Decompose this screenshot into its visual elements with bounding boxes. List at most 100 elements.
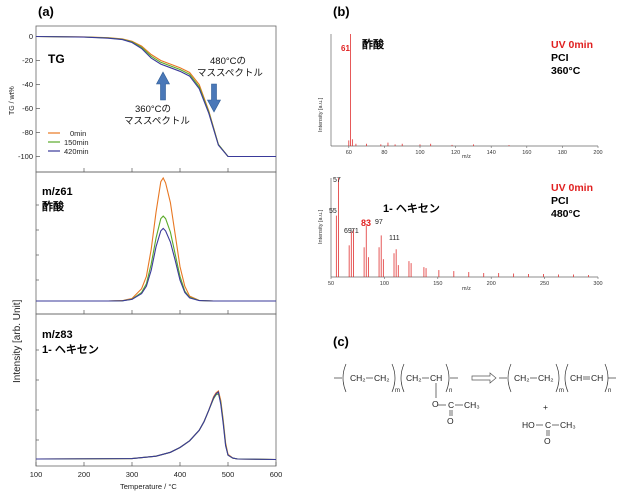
panel-label-a: (a) bbox=[38, 4, 54, 19]
tg-ytick-label: -80 bbox=[22, 128, 33, 137]
ms360-xlabel: m/z bbox=[462, 154, 471, 160]
ms360-xtick-label: 120 bbox=[451, 150, 460, 156]
chem-right-ch-b: CH bbox=[591, 373, 603, 383]
chem-right-n: n bbox=[608, 388, 611, 394]
annotation-480-line1: 480°Cの bbox=[210, 56, 246, 67]
ms480-peak-71: 71 bbox=[351, 228, 359, 235]
tg-ytick-label: -100 bbox=[18, 152, 33, 161]
ms360-xtick-label: 200 bbox=[593, 150, 602, 156]
tg-legend: 0min 150min 420min bbox=[48, 129, 89, 156]
annotation-480-line2: マススペクトル bbox=[197, 68, 263, 79]
ms360-xtick-label: 160 bbox=[522, 150, 531, 156]
ms360-peak-61: 61 bbox=[341, 44, 350, 53]
mz83-title: m/z83 bbox=[42, 329, 73, 341]
ms480-xtick-label: 150 bbox=[433, 281, 442, 287]
ms480-peak-57: 57 bbox=[333, 177, 341, 184]
chem-right-o: O bbox=[544, 436, 551, 446]
chem-left-ch2-c: CH₂ bbox=[406, 373, 422, 383]
ms360-uv-label: UV 0min bbox=[551, 39, 593, 51]
panel-a-frames bbox=[35, 25, 277, 467]
legend-150min: 150min bbox=[64, 138, 89, 147]
ms480-peak-83: 83 bbox=[361, 218, 371, 228]
chem-left-ch3: CH₃ bbox=[464, 400, 480, 410]
mass-spectrum-480: 50 100 150 200 250 300 bbox=[328, 178, 603, 287]
chem-left-o2: O bbox=[447, 416, 454, 426]
tg-annotations: 360°Cの マススペクトル 480°Cの マススペクトル bbox=[124, 56, 263, 127]
chem-left-n: n bbox=[449, 388, 452, 394]
ms360-temp-label: 360°C bbox=[551, 65, 581, 77]
mz83-xtick-label: 600 bbox=[270, 470, 283, 479]
tg-title: TG bbox=[48, 52, 65, 66]
ms360-xtick-label: 180 bbox=[558, 150, 567, 156]
mz61-plot bbox=[36, 176, 276, 314]
chem-right-m: m bbox=[559, 388, 564, 394]
reaction-arrow-icon bbox=[471, 372, 497, 384]
mz61-line-150min bbox=[36, 215, 276, 302]
ms360-xtick-label: 80 bbox=[381, 150, 387, 156]
chem-left-o: O bbox=[432, 399, 439, 409]
mz61-line-0min bbox=[36, 176, 276, 302]
mz83-subtitle: 1- ヘキセン bbox=[42, 343, 99, 356]
ms480-uv-label: UV 0min bbox=[551, 182, 593, 194]
ms480-xtick-label: 300 bbox=[593, 281, 602, 287]
intensity-ylabel: Intensity [arb. Unit] bbox=[12, 299, 23, 383]
tg-ytick-label: -60 bbox=[22, 104, 33, 113]
ms480-ylabel: Intensity [a.u.] bbox=[318, 209, 324, 244]
ms480-xtick-label: 100 bbox=[380, 281, 389, 287]
ms360-pci-label: PCI bbox=[551, 52, 569, 64]
chem-right-ch2-b: CH₂ bbox=[538, 373, 554, 383]
chem-right-ch3: CH₃ bbox=[560, 420, 576, 430]
mz83-line-150min bbox=[35, 393, 277, 461]
chem-left-ch2-b: CH₂ bbox=[374, 373, 390, 383]
chem-right-ch-a: CH bbox=[570, 373, 582, 383]
reaction-scheme: CH₂ CH₂ m CH₂ CH n O C CH₃ O CH₂ CH₂ m C… bbox=[334, 363, 616, 446]
mz83-xtick-label: 500 bbox=[222, 470, 235, 479]
ms480-peak-97: 97 bbox=[375, 219, 383, 226]
tg-ylabel: TG / wt% bbox=[9, 86, 16, 115]
mz61-subtitle: 酢酸 bbox=[42, 199, 65, 213]
mz83-line-420min bbox=[35, 391, 277, 461]
arrow-up-icon bbox=[155, 71, 171, 101]
ms480-temp-label: 480°C bbox=[551, 208, 581, 220]
ms480-peak-55: 55 bbox=[329, 208, 337, 215]
ms480-xtick-label: 200 bbox=[487, 281, 496, 287]
ms480-xtick-label: 50 bbox=[328, 281, 334, 287]
temperature-xlabel: Temperature / °C bbox=[120, 482, 177, 491]
ms360-xtick-label: 60 bbox=[346, 150, 352, 156]
legend-420min: 420min bbox=[64, 147, 89, 156]
chem-right-ch2-a: CH₂ bbox=[514, 373, 530, 383]
ms480-pci-label: PCI bbox=[551, 195, 569, 207]
ms360-ylabel: Intensity [a.u.] bbox=[318, 97, 324, 132]
chem-right-c: C bbox=[545, 420, 551, 430]
mz83-xtick-label: 100 bbox=[30, 470, 43, 479]
tg-ytick-label: 0 bbox=[29, 32, 33, 41]
mz83-xtick-label: 400 bbox=[174, 470, 187, 479]
legend-0min: 0min bbox=[70, 129, 86, 138]
mz61-line-420min bbox=[36, 227, 276, 302]
tg-line-420min bbox=[35, 35, 276, 158]
annotation-360-line2: マススペクトル bbox=[124, 116, 190, 127]
ms480-title: 1- ヘキセン bbox=[383, 202, 440, 215]
annotation-360-line1: 360°Cの bbox=[135, 104, 171, 115]
tg-ytick-label: -40 bbox=[22, 80, 33, 89]
chem-left-m: m bbox=[395, 388, 400, 394]
ms360-xtick-label: 140 bbox=[487, 150, 496, 156]
tg-ytick-label: -20 bbox=[22, 56, 33, 65]
ms360-title: 酢酸 bbox=[362, 37, 385, 51]
mass-spectrum-360: 60 80 100 120 140 160 180 200 bbox=[330, 34, 603, 156]
ms480-xtick-label: 250 bbox=[540, 281, 549, 287]
mz83-plot: 100 200 300 400 500 600 bbox=[30, 349, 283, 479]
chem-left-ch: CH bbox=[430, 373, 442, 383]
mz83-line-0min bbox=[35, 390, 277, 461]
tg-plot: 0 -20 -40 -60 -80 -100 bbox=[18, 32, 276, 172]
ms480-peak-69: 69 bbox=[344, 228, 352, 235]
chem-left-ch2-a: CH₂ bbox=[350, 373, 366, 383]
panel-label-c: (c) bbox=[333, 334, 349, 349]
chem-plus: + bbox=[543, 402, 548, 412]
mz61-title: m/z61 bbox=[42, 186, 73, 198]
arrow-down-icon bbox=[206, 83, 222, 113]
mz83-xtick-label: 200 bbox=[78, 470, 91, 479]
ms360-xtick-label: 100 bbox=[415, 150, 424, 156]
mz83-xtick-label: 300 bbox=[126, 470, 139, 479]
